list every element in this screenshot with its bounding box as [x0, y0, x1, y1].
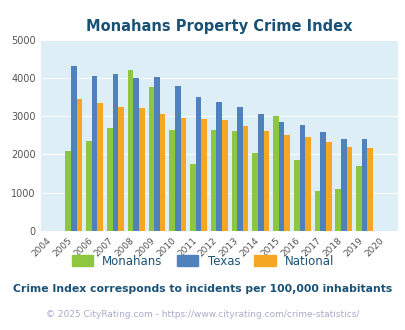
Bar — [210, 130, 216, 231]
Bar — [293, 160, 299, 231]
Bar — [222, 120, 227, 231]
Bar — [133, 78, 139, 231]
Bar — [340, 139, 346, 231]
Bar — [175, 85, 180, 231]
Bar — [231, 131, 237, 231]
Bar — [190, 164, 195, 231]
Bar — [77, 99, 82, 231]
Bar — [201, 119, 207, 231]
Bar — [195, 97, 201, 231]
Bar — [252, 152, 257, 231]
Bar — [325, 142, 331, 231]
Bar — [263, 131, 269, 231]
Bar — [86, 141, 92, 231]
Bar — [361, 139, 367, 231]
Bar — [355, 166, 361, 231]
Bar — [92, 76, 97, 231]
Bar — [118, 107, 124, 231]
Bar — [180, 118, 185, 231]
Bar — [159, 114, 165, 231]
Bar — [346, 147, 352, 231]
Bar — [305, 137, 310, 231]
Bar — [335, 189, 340, 231]
Title: Monahans Property Crime Index: Monahans Property Crime Index — [86, 19, 352, 34]
Bar — [128, 70, 133, 231]
Bar — [97, 103, 103, 231]
Bar — [278, 122, 284, 231]
Bar — [139, 108, 144, 231]
Bar — [216, 102, 222, 231]
Bar — [154, 77, 159, 231]
Bar — [112, 74, 118, 231]
Bar — [320, 132, 325, 231]
Text: Crime Index corresponds to incidents per 100,000 inhabitants: Crime Index corresponds to incidents per… — [13, 284, 392, 294]
Bar — [107, 128, 112, 231]
Bar — [299, 125, 305, 231]
Bar — [71, 66, 77, 231]
Text: © 2025 CityRating.com - https://www.cityrating.com/crime-statistics/: © 2025 CityRating.com - https://www.city… — [46, 310, 359, 319]
Legend: Monahans, Texas, National: Monahans, Texas, National — [67, 250, 338, 273]
Bar — [148, 87, 154, 231]
Bar — [273, 116, 278, 231]
Bar — [284, 135, 289, 231]
Bar — [314, 191, 320, 231]
Bar — [257, 114, 263, 231]
Bar — [65, 150, 71, 231]
Bar — [237, 107, 242, 231]
Bar — [242, 126, 248, 231]
Bar — [169, 130, 175, 231]
Bar — [367, 148, 372, 231]
